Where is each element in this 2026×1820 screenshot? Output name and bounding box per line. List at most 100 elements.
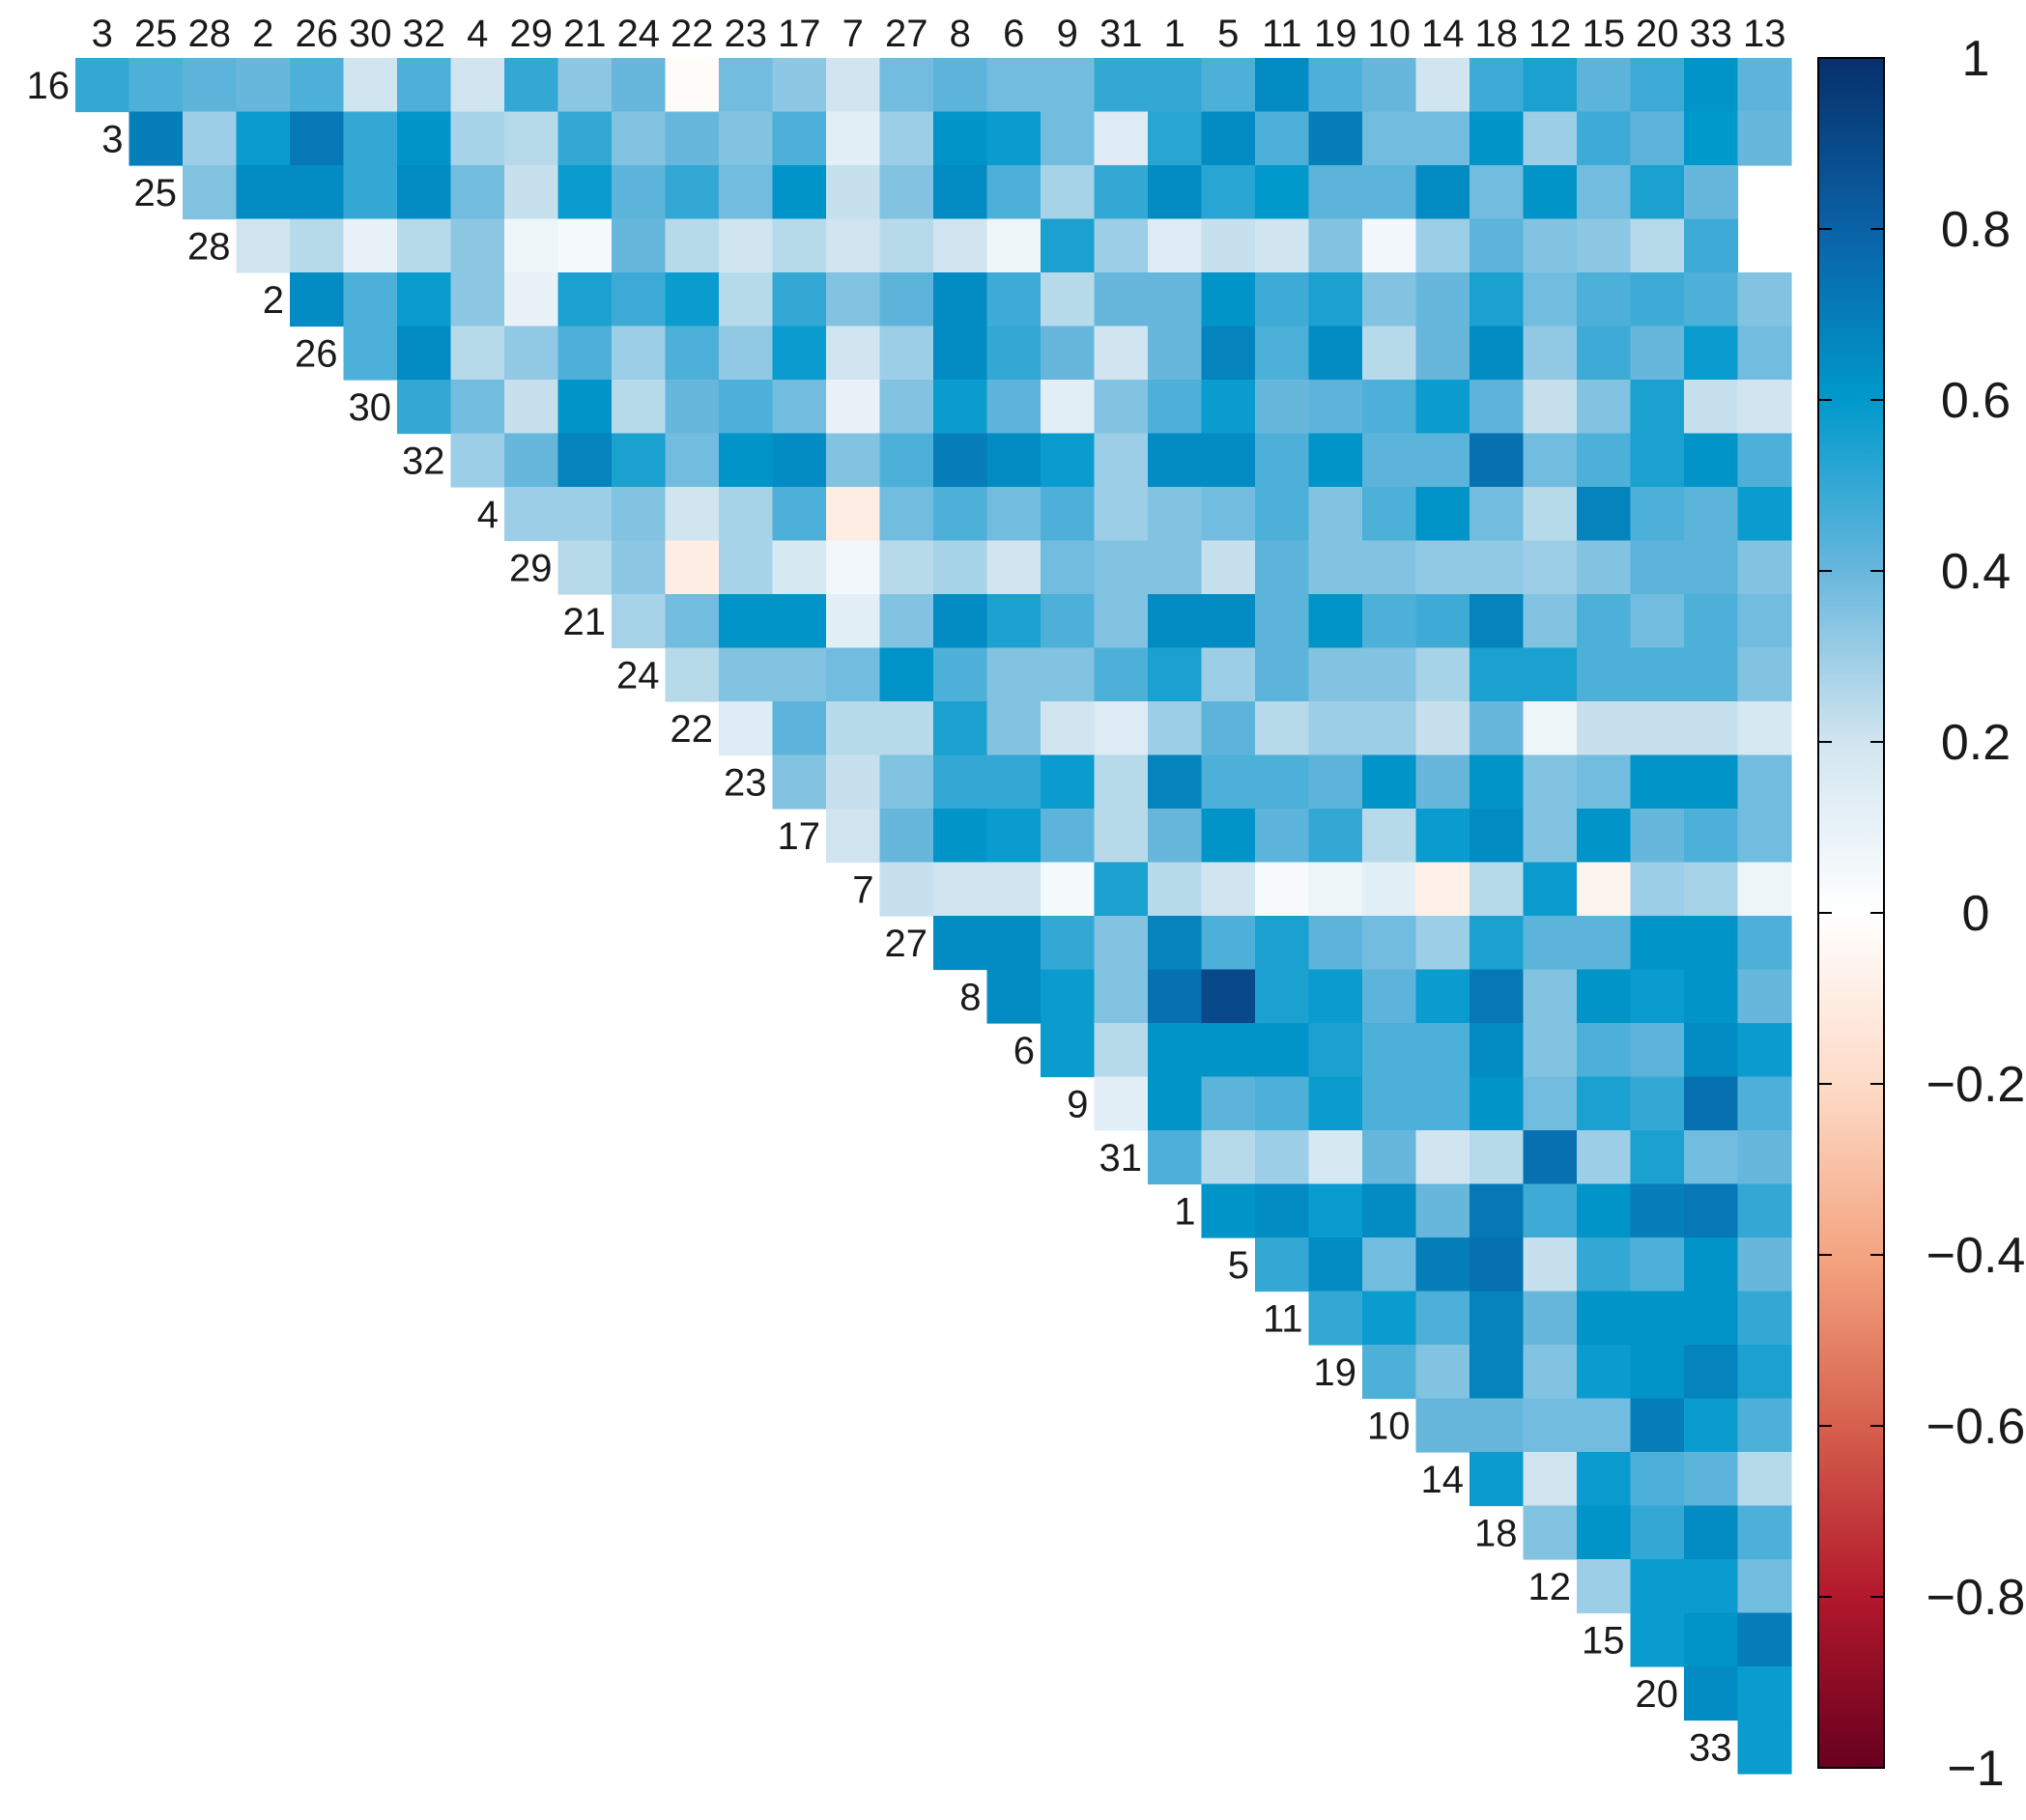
heatmap-cell-8-20 bbox=[1630, 969, 1685, 1024]
row-label: 8 bbox=[959, 976, 981, 1018]
heatmap-cell-29-27 bbox=[879, 540, 934, 595]
heatmap-cell-9-10 bbox=[1362, 1076, 1417, 1131]
heatmap-cell-3-18 bbox=[1470, 111, 1525, 166]
heatmap-cell-29-8 bbox=[933, 540, 988, 595]
heatmap-cell-27-11 bbox=[1255, 916, 1310, 971]
heatmap-cell-4-10 bbox=[1362, 487, 1417, 542]
heatmap-cell-3-12 bbox=[1523, 111, 1578, 166]
heatmap-cell-6-9 bbox=[1041, 1023, 1096, 1078]
heatmap-cell-29-5 bbox=[1201, 540, 1256, 595]
column-label: 19 bbox=[1314, 13, 1357, 55]
heatmap-cell-25-33 bbox=[1684, 165, 1739, 220]
heatmap-cell-2-24 bbox=[612, 272, 667, 327]
heatmap-cell-24-9 bbox=[1041, 647, 1096, 702]
heatmap-cell-32-22 bbox=[665, 433, 720, 488]
heatmap-cell-2-22 bbox=[665, 272, 720, 327]
heatmap-cell-26-14 bbox=[1415, 326, 1470, 381]
row-label: 16 bbox=[27, 65, 71, 107]
row-label: 23 bbox=[724, 761, 767, 804]
heatmap-cell-25-26 bbox=[290, 165, 345, 220]
row-label: 33 bbox=[1689, 1726, 1732, 1769]
heatmap-cell-28-18 bbox=[1470, 218, 1525, 273]
heatmap-cell-3-7 bbox=[826, 111, 881, 166]
heatmap-cell-32-21 bbox=[557, 433, 613, 488]
heatmap-cell-2-15 bbox=[1577, 272, 1632, 327]
heatmap-cell-26-30 bbox=[343, 326, 398, 381]
row-label: 27 bbox=[885, 923, 928, 965]
heatmap-cell-6-14 bbox=[1415, 1023, 1470, 1078]
heatmap-cell-4-14 bbox=[1415, 487, 1470, 542]
colorbar-tick-label: −0.4 bbox=[1926, 1228, 2026, 1284]
heatmap-cell-25-10 bbox=[1362, 165, 1417, 220]
column-label: 13 bbox=[1743, 13, 1786, 55]
heatmap-cell-21-10 bbox=[1362, 594, 1417, 649]
heatmap-cell-24-23 bbox=[719, 647, 774, 702]
heatmap-cell-4-22 bbox=[665, 487, 720, 542]
heatmap-cell-15-20 bbox=[1630, 1612, 1685, 1667]
column-label: 21 bbox=[563, 13, 607, 55]
heatmap-cell-32-11 bbox=[1255, 433, 1310, 488]
row-label: 2 bbox=[263, 279, 284, 322]
heatmap-cell-6-20 bbox=[1630, 1023, 1685, 1078]
heatmap-cell-9-19 bbox=[1308, 1076, 1363, 1131]
heatmap-cell-30-15 bbox=[1577, 380, 1632, 435]
heatmap-cell-22-8 bbox=[933, 701, 988, 756]
heatmap-cell-9-31 bbox=[1094, 1076, 1149, 1131]
colorbar: 1 0.8 0.6 0.4 0.2 0 −0.2 −0.4 −0.6 −0.8 −1 bbox=[1817, 31, 2026, 1797]
heatmap-cell-25-8 bbox=[933, 165, 988, 220]
heatmap-cell-25-7 bbox=[826, 165, 881, 220]
heatmap-cell-2-14 bbox=[1415, 272, 1470, 327]
heatmap-cell-29-13 bbox=[1737, 540, 1792, 595]
heatmap-cell-32-6 bbox=[986, 433, 1042, 488]
heatmap-cell-16-28 bbox=[183, 58, 238, 113]
column-label: 7 bbox=[842, 13, 864, 55]
heatmap-cell-30-17 bbox=[772, 380, 827, 435]
heatmap-cell-11-15 bbox=[1577, 1291, 1632, 1346]
heatmap-cell-3-20 bbox=[1630, 111, 1685, 166]
heatmap-cell-5-20 bbox=[1630, 1237, 1685, 1293]
heatmap-cell-1-5 bbox=[1201, 1183, 1256, 1238]
heatmap-cell-17-15 bbox=[1577, 809, 1632, 864]
heatmap-cell-3-2 bbox=[236, 111, 291, 166]
heatmap-cell-28-4 bbox=[450, 218, 505, 273]
heatmap-cell-21-13 bbox=[1737, 594, 1792, 649]
heatmap-cell-21-24 bbox=[612, 594, 667, 649]
heatmap-cell-7-8 bbox=[933, 862, 988, 917]
heatmap-cell-12-13 bbox=[1737, 1559, 1792, 1614]
heatmap-cell-8-10 bbox=[1362, 969, 1417, 1024]
heatmap-cell-2-33 bbox=[1684, 272, 1739, 327]
heatmap-cell-23-1 bbox=[1148, 754, 1203, 810]
heatmap-cell-7-6 bbox=[986, 862, 1042, 917]
heatmap-cell-3-6 bbox=[986, 111, 1042, 166]
heatmap-cell-6-33 bbox=[1684, 1023, 1739, 1078]
heatmap-cell-14-12 bbox=[1523, 1452, 1578, 1507]
heatmap-cell-26-1 bbox=[1148, 326, 1203, 381]
heatmap-cell-31-10 bbox=[1362, 1130, 1417, 1185]
heatmap-cell-26-33 bbox=[1684, 326, 1739, 381]
column-label: 25 bbox=[134, 13, 178, 55]
heatmap-cell-30-10 bbox=[1362, 380, 1417, 435]
heatmap-cell-25-19 bbox=[1308, 165, 1363, 220]
heatmap-cell-16-2 bbox=[236, 58, 291, 113]
heatmap-cell-31-13 bbox=[1737, 1130, 1792, 1185]
heatmap-cell-11-33 bbox=[1684, 1291, 1739, 1346]
heatmap-cell-1-33 bbox=[1684, 1183, 1739, 1238]
heatmap-cell-26-7 bbox=[826, 326, 881, 381]
heatmap-cell-10-13 bbox=[1737, 1398, 1792, 1453]
heatmap-cell-29-6 bbox=[986, 540, 1042, 595]
heatmap-cell-11-19 bbox=[1308, 1291, 1363, 1346]
heatmap-cell-3-8 bbox=[933, 111, 988, 166]
heatmap-cell-30-22 bbox=[665, 380, 720, 435]
heatmap-cell-17-33 bbox=[1684, 809, 1739, 864]
heatmap-cell-29-31 bbox=[1094, 540, 1149, 595]
heatmap-cell-19-14 bbox=[1415, 1345, 1470, 1400]
heatmap-cell-21-6 bbox=[986, 594, 1042, 649]
heatmap-cell-27-15 bbox=[1577, 916, 1632, 971]
heatmap-cell-2-21 bbox=[557, 272, 613, 327]
heatmap-cell-21-17 bbox=[772, 594, 827, 649]
heatmap-cell-2-23 bbox=[719, 272, 774, 327]
row-label: 20 bbox=[1636, 1673, 1679, 1716]
heatmap-cell-4-1 bbox=[1148, 487, 1203, 542]
column-label: 23 bbox=[725, 13, 768, 55]
heatmap-cell-17-7 bbox=[826, 809, 881, 864]
